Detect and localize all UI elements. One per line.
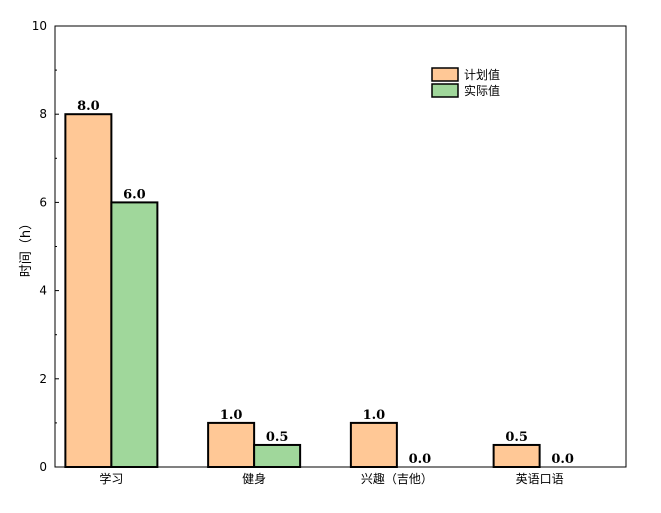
- data-label: 1.0: [220, 408, 243, 423]
- data-label: 1.0: [363, 408, 386, 423]
- x-axis: 学习 健身 兴趣（吉他） 英语口语: [99, 463, 564, 486]
- y-tick-label: 4: [39, 284, 47, 298]
- data-label: 6.0: [123, 187, 146, 202]
- data-label: 8.0: [77, 99, 100, 114]
- bar: [492, 443, 541, 469]
- legend-label: 实际值: [464, 83, 500, 98]
- x-tick-label: 兴趣（吉他）: [361, 471, 433, 486]
- bar: [253, 443, 302, 469]
- x-tick-label: 学习: [99, 471, 123, 486]
- bar: [64, 113, 113, 468]
- y-axis-title: 时间（h）: [19, 217, 34, 277]
- legend-label: 计划值: [464, 67, 500, 82]
- y-tick-label: 0: [39, 460, 47, 474]
- bar: [110, 201, 159, 468]
- data-label: 0.5: [266, 430, 289, 445]
- y-tick-label: 10: [32, 19, 47, 33]
- data-label: 0.0: [409, 452, 432, 467]
- x-tick-label: 英语口语: [516, 472, 564, 486]
- y-tick-label: 2: [39, 372, 47, 386]
- x-tick-label: 健身: [242, 471, 266, 486]
- data-label: 0.0: [551, 452, 574, 467]
- bar: [349, 421, 398, 468]
- y-tick-label: 6: [39, 195, 47, 209]
- data-label: 0.5: [505, 430, 528, 445]
- legend-swatch: [431, 67, 459, 82]
- data-labels: 8.0 6.0 1.0 0.5 1.0 0.0 0.5 0.0: [77, 99, 574, 467]
- bars: [64, 113, 541, 469]
- y-axis: 0 2 4 6 8 10: [32, 19, 59, 474]
- y-tick-label: 8: [39, 107, 47, 121]
- legend-swatch: [431, 83, 459, 98]
- bar: [207, 421, 256, 468]
